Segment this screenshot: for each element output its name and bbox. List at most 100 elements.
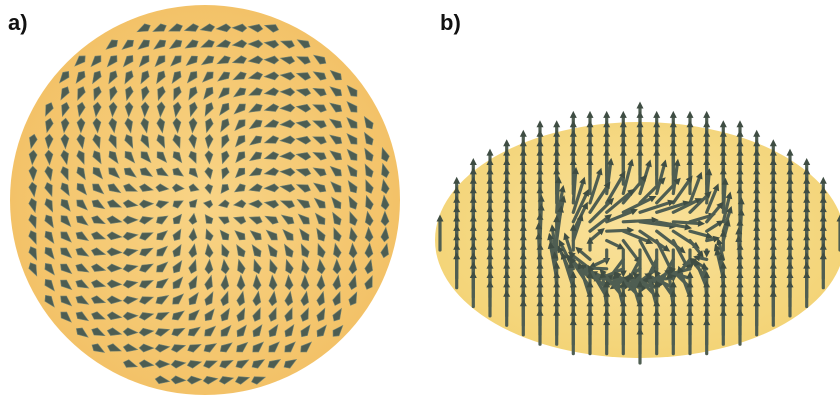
spin-arrow — [173, 86, 182, 101]
spin-arrow — [168, 23, 183, 32]
spin-arrow — [216, 55, 231, 65]
spin-arrow — [138, 312, 155, 321]
spin-head — [519, 176, 527, 184]
spin-head — [654, 269, 661, 278]
spin-arrow — [263, 151, 280, 160]
spin-arrow — [380, 226, 390, 243]
spin-head — [653, 139, 661, 147]
spin-arrow — [186, 375, 203, 385]
spin-head — [536, 212, 544, 220]
spin-arrow — [283, 243, 294, 258]
spin-arrow — [329, 165, 342, 177]
spin-head — [519, 261, 527, 269]
spin-arrow — [232, 199, 247, 209]
spin-arrow — [252, 290, 262, 307]
spin-shaft — [588, 201, 611, 224]
spin-arrow — [220, 118, 230, 133]
spin-head — [753, 289, 761, 297]
spin-arrow — [204, 243, 214, 258]
spin-head — [606, 157, 614, 166]
spin-arrow — [172, 151, 183, 164]
spin-arrow — [76, 117, 86, 134]
spin-arrow — [168, 39, 183, 50]
spin-arrow — [140, 101, 150, 118]
spin-arrow — [364, 258, 373, 275]
spin-arrow — [91, 199, 106, 210]
spin-head — [519, 252, 527, 260]
spin-head — [786, 261, 794, 269]
spin-arrow — [188, 199, 198, 208]
spin-arrow — [204, 258, 214, 275]
spin-head — [719, 158, 727, 165]
spin-head — [453, 233, 461, 241]
spin-head — [719, 280, 727, 288]
spin-arrow — [279, 103, 296, 113]
spin-arrow — [349, 211, 358, 226]
spin-arrow — [122, 311, 139, 321]
spin-arrow — [252, 274, 262, 291]
spin-arrow — [248, 167, 263, 177]
spin-arrow — [263, 135, 280, 144]
spin-shaft — [705, 222, 720, 233]
spin-shaft — [588, 185, 609, 214]
spin-arrow — [170, 375, 187, 385]
spin-arrow — [188, 309, 200, 321]
spin-arrow — [296, 56, 311, 65]
spin-arrow — [233, 103, 246, 115]
spin-arrow — [105, 39, 118, 50]
spin-head — [786, 214, 794, 222]
spin-head — [519, 233, 527, 241]
spin-head — [586, 120, 594, 128]
spin-head — [819, 195, 827, 203]
spin-arrow — [202, 199, 214, 209]
spin-arrow — [268, 324, 279, 338]
spin-arrow — [312, 104, 327, 113]
spin-head — [686, 139, 694, 147]
spin-arrow — [60, 166, 69, 181]
spin-arrow — [248, 87, 263, 96]
spin-arrow — [171, 310, 185, 321]
spin-head — [486, 167, 494, 175]
spin-arrow — [75, 263, 90, 273]
spin-arrow — [157, 85, 166, 102]
spin-arrow — [235, 359, 250, 369]
spin-arrow — [75, 231, 90, 242]
spin-head — [712, 235, 721, 243]
spin-shaft — [621, 218, 654, 224]
spin-head — [569, 299, 577, 307]
spin-shaft — [705, 237, 716, 243]
spin-head — [603, 120, 611, 128]
spin-arrow — [44, 133, 54, 150]
spin-head — [486, 280, 494, 288]
spin-arrow — [90, 263, 107, 272]
spin-arrow — [76, 183, 88, 196]
spin-head — [786, 252, 794, 260]
spin-arrow — [124, 151, 136, 164]
spin-arrow — [106, 279, 123, 289]
spin-arrow — [45, 102, 54, 117]
spin-arrow — [331, 196, 342, 209]
spin-arrow — [122, 231, 139, 241]
spin-arrow — [332, 291, 341, 306]
spin-head — [569, 158, 577, 165]
spin-head — [469, 271, 477, 278]
spin-head — [639, 174, 648, 183]
spin-arrow — [279, 135, 296, 145]
spin-arrow — [154, 328, 171, 337]
spin-arrow — [263, 103, 280, 112]
spin-head — [519, 167, 527, 175]
spin-head — [753, 299, 761, 307]
spin-arrow — [76, 133, 86, 150]
spin-arrow — [122, 199, 139, 209]
spin-arrow — [364, 210, 374, 227]
spin-arrow — [60, 117, 70, 134]
spin-arrow — [316, 258, 326, 275]
spin-arrow — [316, 274, 326, 291]
disc-b — [435, 122, 840, 358]
spin-head — [576, 213, 584, 222]
spin-head — [503, 158, 511, 165]
spin-arrow — [140, 70, 150, 85]
spin-shaft — [638, 239, 656, 268]
spin-arrow — [155, 278, 169, 289]
spin-arrow — [221, 134, 230, 149]
